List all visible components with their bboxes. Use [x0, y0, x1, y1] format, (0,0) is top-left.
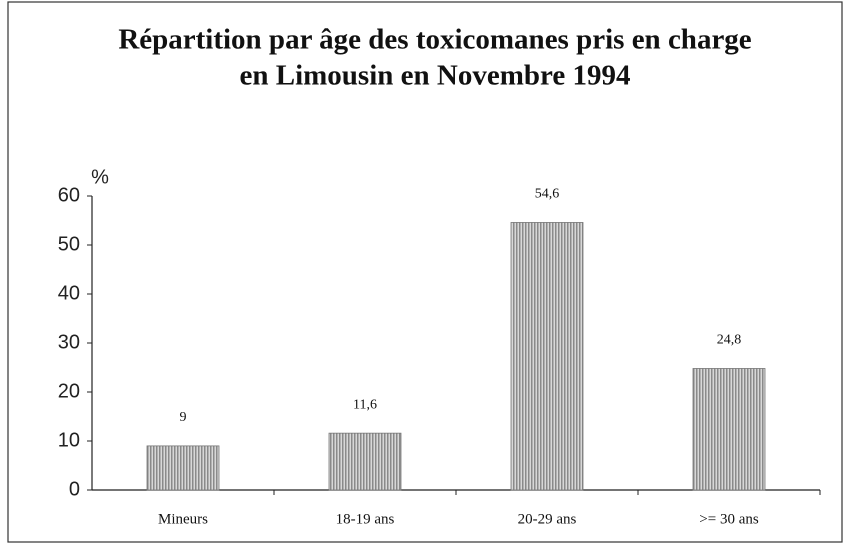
- chart-title: en Limousin en Novembre 1994: [240, 60, 631, 92]
- bar: [146, 445, 220, 491]
- x-tick-label: 20-29 ans: [518, 511, 577, 527]
- y-tick-label: 60: [58, 184, 80, 206]
- chart-title: Répartition par âge des toxicomanes pris…: [118, 24, 751, 56]
- y-tick-label: 30: [58, 331, 80, 353]
- bar: [328, 432, 402, 491]
- x-tick-label: 18-19 ans: [336, 511, 395, 527]
- y-tick-label: 0: [69, 478, 80, 500]
- y-tick-label: 20: [58, 380, 80, 402]
- y-tick-label: 10: [58, 429, 80, 451]
- x-tick-label: Mineurs: [158, 511, 208, 527]
- y-tick-label: 40: [58, 282, 80, 304]
- y-tick-label: 50: [58, 233, 80, 255]
- value-label: 11,6: [353, 397, 377, 412]
- y-axis-label: %: [91, 166, 109, 188]
- bar: [692, 368, 766, 491]
- frame: [7, 1, 843, 543]
- bar: [510, 222, 584, 491]
- value-label: 9: [180, 410, 187, 425]
- value-label: 24,8: [717, 333, 742, 348]
- value-label: 54,6: [535, 187, 560, 202]
- x-tick-label: >= 30 ans: [699, 511, 759, 527]
